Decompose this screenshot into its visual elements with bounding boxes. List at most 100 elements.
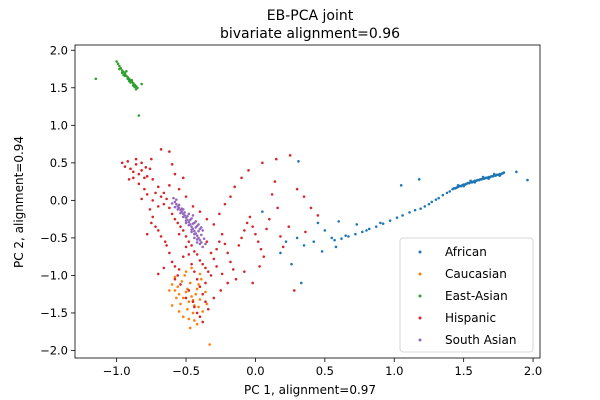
point-caucasian — [176, 285, 180, 288]
point-east-asian — [122, 73, 125, 77]
point-african — [441, 193, 445, 197]
point-hispanic — [132, 170, 135, 174]
point-hispanic — [195, 253, 199, 256]
point-hispanic — [212, 296, 216, 300]
point-south-asian — [187, 212, 191, 216]
point-hispanic — [247, 169, 250, 172]
point-african — [261, 210, 264, 213]
point-hispanic — [187, 240, 191, 243]
point-african — [330, 236, 334, 240]
point-south-asian — [170, 202, 174, 205]
point-hispanic — [162, 202, 166, 206]
point-south-asian — [175, 202, 178, 206]
point-south-asian — [200, 226, 203, 229]
point-hispanic — [181, 176, 185, 180]
point-south-asian — [195, 234, 199, 237]
point-caucasian — [173, 289, 177, 292]
point-hispanic — [126, 160, 130, 163]
point-hispanic — [137, 182, 141, 186]
point-caucasian — [193, 319, 196, 322]
point-hispanic — [143, 176, 146, 180]
point-hispanic — [173, 217, 177, 221]
point-hispanic — [168, 251, 171, 255]
point-hispanic — [156, 229, 160, 232]
y-axis-label: PC 2, alignment=0.94 — [12, 136, 26, 268]
point-hispanic — [176, 274, 180, 277]
point-south-asian — [173, 205, 177, 209]
point-hispanic — [251, 281, 254, 285]
point-south-asian — [190, 228, 193, 231]
point-east-asian — [118, 64, 121, 68]
point-caucasian — [179, 302, 182, 306]
point-hispanic — [165, 197, 168, 201]
point-african — [299, 281, 303, 285]
point-hispanic — [209, 251, 213, 255]
point-south-asian — [173, 200, 177, 204]
point-hispanic — [184, 296, 188, 300]
legend-box — [399, 237, 534, 353]
point-east-asian — [125, 69, 128, 73]
point-hispanic — [143, 187, 146, 191]
point-hispanic — [184, 195, 188, 198]
point-african — [502, 171, 506, 174]
point-hispanic — [226, 281, 229, 285]
point-hispanic — [134, 163, 138, 166]
point-hispanic — [309, 206, 313, 210]
point-hispanic — [151, 178, 155, 181]
point-hispanic — [165, 244, 168, 247]
point-caucasian — [186, 307, 189, 311]
point-east-asian — [130, 78, 134, 82]
point-african — [320, 250, 324, 253]
point-east-asian — [133, 85, 136, 89]
point-hispanic — [205, 240, 209, 243]
y-axis: −2.0 −1.5 −1.0 −0.5 0.0 0.5 1.0 1.5 2.0 — [40, 43, 75, 357]
point-hispanic — [168, 150, 171, 153]
point-south-asian — [191, 214, 195, 217]
point-african — [297, 160, 300, 163]
point-caucasian — [194, 292, 198, 296]
point-african — [290, 262, 293, 266]
point-hispanic — [243, 229, 246, 232]
point-hispanic — [173, 172, 177, 176]
point-hispanic — [240, 176, 243, 180]
point-hispanic — [151, 215, 155, 219]
point-south-asian — [195, 238, 199, 241]
point-hispanic — [140, 169, 143, 172]
point-hispanic — [145, 193, 149, 196]
y-tick-label: 0.0 — [50, 193, 68, 207]
point-hispanic — [195, 277, 199, 281]
point-caucasian — [183, 274, 186, 277]
point-hispanic — [223, 202, 227, 206]
x-tick-label: 0.5 — [316, 364, 334, 378]
point-hispanic — [184, 235, 188, 238]
point-south-asian — [193, 232, 196, 236]
point-hispanic — [229, 260, 232, 264]
point-south-asian — [201, 245, 204, 249]
point-african — [344, 234, 347, 237]
point-caucasian — [180, 280, 184, 283]
point-hispanic — [215, 265, 218, 268]
point-african — [334, 245, 338, 249]
y-tick-label: 1.0 — [50, 118, 68, 132]
point-african — [354, 232, 357, 236]
point-south-asian — [184, 219, 188, 222]
point-caucasian — [200, 277, 203, 281]
x-tick-label: 1.5 — [455, 364, 473, 378]
point-caucasian — [173, 275, 177, 279]
chart-title: EB-PCA joint — [267, 8, 354, 24]
point-hispanic — [144, 166, 148, 169]
point-caucasian — [198, 298, 202, 301]
point-hispanic — [276, 206, 279, 210]
point-hispanic — [181, 255, 185, 258]
point-caucasian — [190, 266, 193, 270]
point-caucasian — [170, 283, 174, 286]
y-tick-label: 2.0 — [50, 43, 68, 57]
point-caucasian — [175, 296, 178, 300]
point-hispanic — [187, 253, 191, 256]
point-hispanic — [231, 268, 235, 271]
x-tick-label: 2.0 — [524, 364, 542, 378]
point-hispanic — [259, 247, 263, 251]
point-hispanic — [268, 217, 271, 221]
point-caucasian — [195, 322, 199, 326]
